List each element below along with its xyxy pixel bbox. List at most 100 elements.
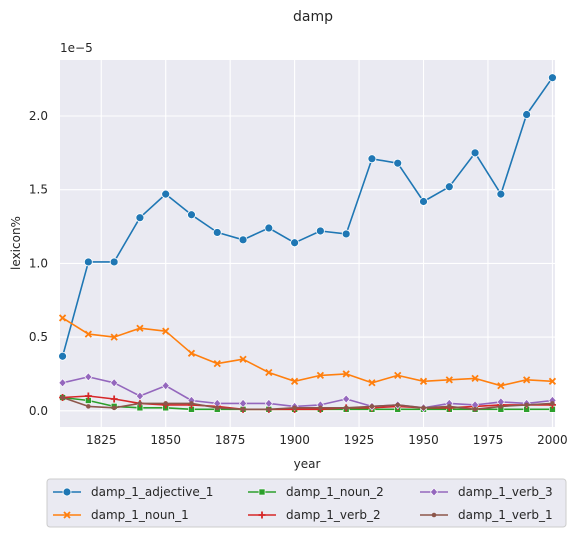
data-point xyxy=(523,376,531,384)
data-point xyxy=(187,210,196,220)
legend-label: damp_1_verb_3 xyxy=(458,485,553,499)
data-point xyxy=(444,182,454,192)
series-damp_1_verb_1 xyxy=(60,395,555,412)
data-point xyxy=(419,377,428,385)
x-tick-label: 1825 xyxy=(86,433,117,447)
data-point xyxy=(161,381,170,391)
data-point xyxy=(109,257,119,267)
grid-lines xyxy=(60,60,555,427)
data-point xyxy=(550,401,555,406)
data-point xyxy=(497,382,505,390)
x-tick-label: 1875 xyxy=(215,433,246,447)
data-point xyxy=(111,405,117,411)
y-tick-label: 2.0 xyxy=(29,109,48,123)
data-point xyxy=(135,391,144,401)
data-point xyxy=(395,402,401,408)
data-point xyxy=(162,327,170,335)
legend: damp_1_adjective_1 damp_1_noun_1 damp_1_no… xyxy=(46,478,567,528)
data-point xyxy=(394,371,402,380)
data-point xyxy=(290,377,299,385)
legend-label: damp_1_adjective_1 xyxy=(91,485,213,499)
data-point xyxy=(548,377,557,385)
x-tick-label: 1975 xyxy=(473,433,504,447)
data-point xyxy=(343,405,349,411)
data-point xyxy=(83,257,93,267)
data-point xyxy=(84,330,92,338)
legend-label: damp_1_noun_1 xyxy=(91,508,189,522)
y-tick-label: 0.5 xyxy=(29,330,48,344)
data-point xyxy=(318,405,323,411)
data-point xyxy=(342,394,351,404)
legend-item: damp_1_adjective_1 xyxy=(53,485,213,499)
series-damp_1_adjective_1 xyxy=(58,73,557,361)
legend-label: damp_1_verb_1 xyxy=(458,508,553,522)
data-point xyxy=(472,407,478,412)
legend-marker xyxy=(258,511,266,519)
y-scale-label: 1e−5 xyxy=(60,41,93,55)
data-point xyxy=(212,228,222,237)
data-point xyxy=(369,404,375,409)
data-point xyxy=(290,238,300,248)
data-point xyxy=(524,402,529,408)
data-point xyxy=(446,404,452,409)
data-point xyxy=(240,407,246,412)
data-point xyxy=(213,359,221,368)
data-point xyxy=(84,392,92,400)
legend-marker xyxy=(431,512,437,518)
legend-item: damp_1_noun_2 xyxy=(248,485,384,499)
data-point xyxy=(419,197,428,206)
data-point xyxy=(239,355,247,363)
x-tick-label: 1950 xyxy=(408,433,439,447)
data-point xyxy=(60,395,65,400)
data-point xyxy=(187,349,196,357)
data-point xyxy=(470,148,480,158)
data-point xyxy=(368,379,376,387)
data-point xyxy=(445,376,453,384)
y-tick-label: 0.0 xyxy=(29,404,48,418)
data-point xyxy=(315,226,325,236)
plot-area xyxy=(60,60,555,427)
x-axis-label: year xyxy=(294,457,321,471)
data-point xyxy=(214,405,220,411)
data-point xyxy=(471,374,479,382)
data-point xyxy=(58,378,67,388)
data-point xyxy=(110,378,119,388)
data-point xyxy=(58,351,67,361)
data-point xyxy=(498,404,504,409)
data-point xyxy=(189,401,194,406)
legend-label: damp_1_verb_2 xyxy=(286,508,381,522)
legend-item: damp_1_noun_1 xyxy=(53,508,189,522)
data-point xyxy=(266,407,272,412)
series-line xyxy=(62,376,553,409)
y-axis-label: lexicon% xyxy=(9,216,23,270)
data-point xyxy=(421,405,426,411)
data-point xyxy=(342,370,350,378)
data-point xyxy=(496,189,506,199)
data-point xyxy=(136,324,144,332)
x-tick-label: 1925 xyxy=(344,433,375,447)
data-point xyxy=(135,213,145,223)
data-point xyxy=(522,110,532,119)
tick-labels: 1825 1850 1875 1900 1925 1950 1975 2000 0.0 0.5 1.… xyxy=(29,109,568,447)
data-point xyxy=(393,158,403,168)
series-line xyxy=(62,317,553,387)
x-tick-label: 1900 xyxy=(279,433,310,447)
chart-title: damp xyxy=(293,9,333,25)
data-point xyxy=(163,401,169,406)
series-line xyxy=(62,396,553,411)
series-line xyxy=(61,77,554,357)
data-point xyxy=(161,189,171,199)
x-tick-label: 1850 xyxy=(150,433,181,447)
data-point xyxy=(265,368,273,377)
y-tick-label: 1.0 xyxy=(29,256,48,270)
data-point xyxy=(264,223,274,233)
legend-marker xyxy=(429,487,439,497)
data-point xyxy=(548,73,557,83)
legend-item: damp_1_verb_1 xyxy=(420,508,553,522)
data-point xyxy=(110,395,118,403)
data-point xyxy=(367,154,377,164)
series-group xyxy=(58,73,557,413)
x-tick-label: 2000 xyxy=(537,433,568,447)
legend-marker xyxy=(258,488,266,496)
